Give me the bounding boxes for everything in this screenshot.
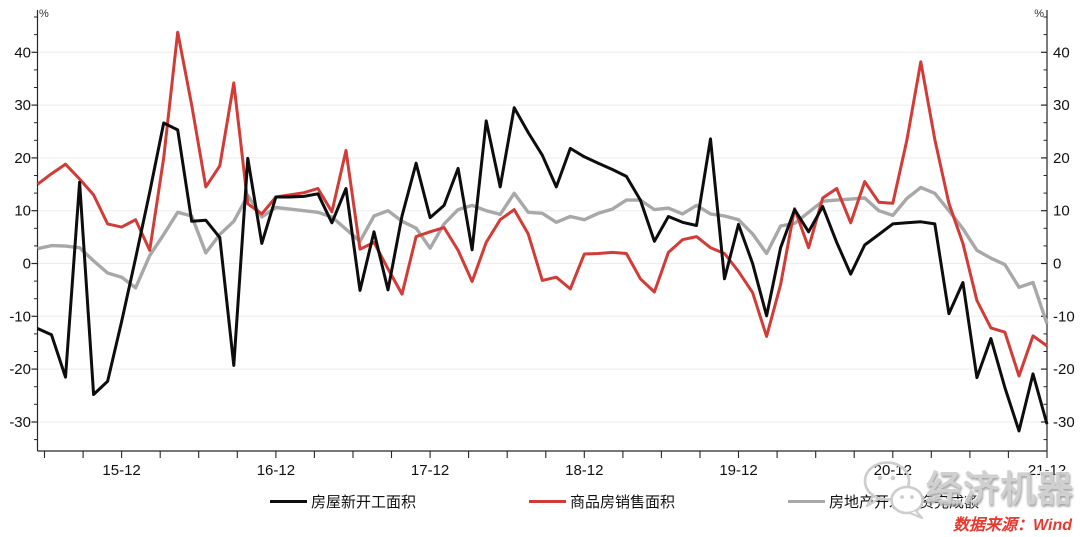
svg-text:30: 30 xyxy=(14,97,31,114)
svg-text:-10: -10 xyxy=(1053,308,1075,325)
legend-line-swatch-black xyxy=(270,499,307,504)
svg-text:18-12: 18-12 xyxy=(565,462,603,479)
legend-item-investment: 房地产开发投资完成额 xyxy=(788,491,979,512)
svg-text:0: 0 xyxy=(23,256,31,273)
svg-text:-10: -10 xyxy=(9,308,31,325)
svg-text:17-12: 17-12 xyxy=(411,462,449,479)
svg-text:16-12: 16-12 xyxy=(257,462,295,479)
svg-text:40: 40 xyxy=(1053,44,1070,61)
svg-text:-30: -30 xyxy=(1053,414,1075,431)
svg-text:-20: -20 xyxy=(9,361,31,378)
legend-line-swatch-gray xyxy=(788,499,826,504)
svg-text:30: 30 xyxy=(1053,97,1070,114)
svg-text:20: 20 xyxy=(1053,150,1070,167)
svg-text:15-12: 15-12 xyxy=(102,462,140,479)
svg-text:21-12: 21-12 xyxy=(1028,462,1066,479)
svg-text:19-12: 19-12 xyxy=(719,462,757,479)
gridlines xyxy=(37,51,1047,423)
legend-label: 房屋新开工面积 xyxy=(311,494,417,511)
svg-text:20: 20 xyxy=(14,150,31,167)
chart-legend: 房屋新开工面积 商品房销售面积 房地产开发投资完成额 xyxy=(0,491,1080,512)
data-source-note: 数据来源：Wind xyxy=(953,517,1072,534)
svg-text:10: 10 xyxy=(14,203,31,220)
legend-item-new-starts: 房屋新开工面积 xyxy=(270,491,416,512)
line-chart-plot: -30 -30 -20 -20 -10 -10 0 0 10 10 20 20 30 30 40 40 15-1… xyxy=(9,8,1074,479)
data-series-lines xyxy=(36,30,1049,433)
svg-text:0: 0 xyxy=(1053,256,1061,273)
svg-text:40: 40 xyxy=(14,44,31,61)
svg-text:10: 10 xyxy=(1053,203,1070,220)
y-unit-left: % xyxy=(39,8,49,20)
axis-labels: -30 -30 -20 -20 -10 -10 0 0 10 10 20 20 30 30 40 40 15-1… xyxy=(9,44,1074,479)
legend-label: 商品房销售面积 xyxy=(570,494,676,511)
legend-line-swatch-red xyxy=(529,499,567,504)
svg-text:-20: -20 xyxy=(1053,361,1075,378)
axes xyxy=(36,10,1048,452)
legend-label: 房地产开发投资完成额 xyxy=(829,494,980,511)
axis-ticks xyxy=(31,16,1048,458)
y-unit-right: % xyxy=(1034,8,1044,20)
svg-text:-30: -30 xyxy=(9,414,31,431)
svg-text:20-12: 20-12 xyxy=(874,462,912,479)
legend-item-sales-area: 商品房销售面积 xyxy=(529,491,675,512)
